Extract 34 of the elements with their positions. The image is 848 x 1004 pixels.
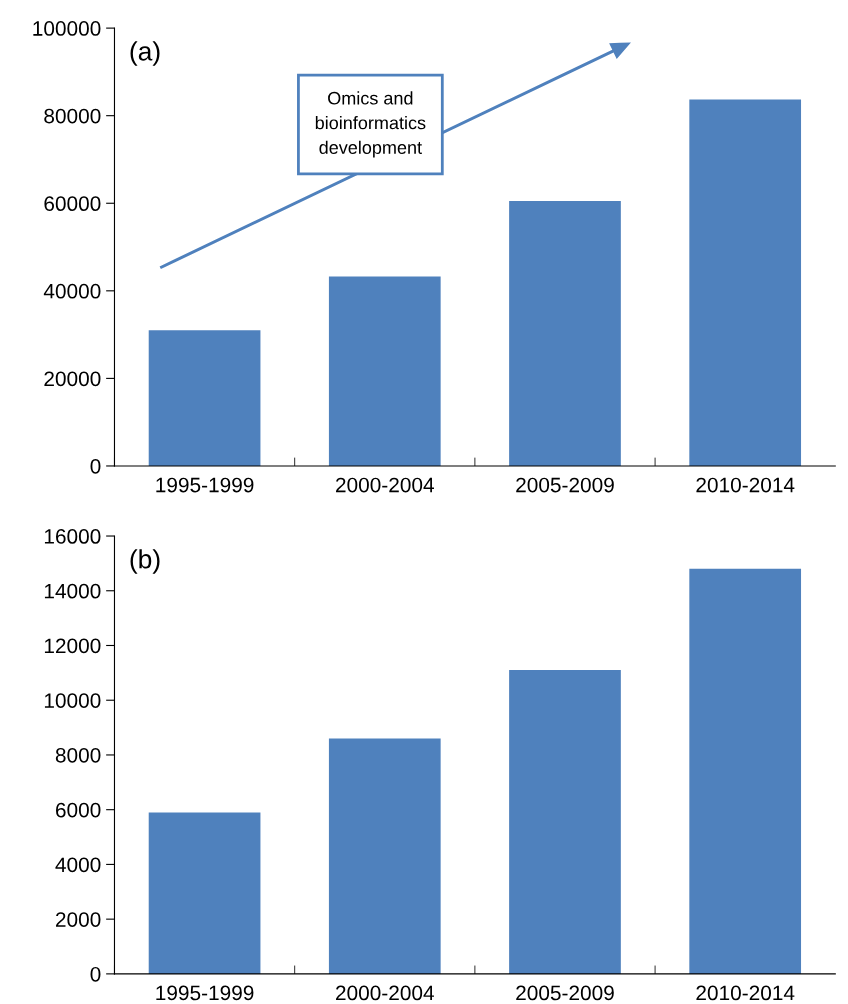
x-tick-label: 1995-1999 <box>156 477 254 493</box>
bar <box>148 812 261 974</box>
bar <box>148 330 261 466</box>
y-tick-label: 20000 <box>44 371 101 387</box>
y-tick-label: 0 <box>90 966 101 982</box>
bar <box>328 738 441 974</box>
y-tick-label: 4000 <box>55 857 101 873</box>
bar <box>689 568 802 974</box>
y-tick-label: 6000 <box>56 802 101 818</box>
bar <box>328 276 441 466</box>
y-tick-label: 80000 <box>44 108 101 124</box>
annotation: Omics and bioinformatics development <box>315 91 426 158</box>
x-tick-label: 2005-2009 <box>516 985 614 1001</box>
x-tick-label: 2010-2014 <box>696 477 795 493</box>
x-tick-label: 2000-2004 <box>336 985 434 1001</box>
y-tick-label: 100000 <box>33 21 101 36</box>
y-tick-label: 12000 <box>44 638 101 654</box>
bar <box>509 201 621 466</box>
y-tick-label: 14000 <box>44 583 101 599</box>
bar <box>509 670 621 974</box>
x-tick-label: 2005-2009 <box>516 477 614 493</box>
x-tick-label: 1995-1999 <box>156 985 254 1001</box>
y-tick-label: 0 <box>90 458 101 474</box>
chart-title: (b) <box>130 549 160 574</box>
chart-title: (a) <box>130 41 160 66</box>
x-tick-label: 2000-2004 <box>336 477 434 493</box>
y-tick-label: 2000 <box>55 912 101 927</box>
y-tick-label: 16000 <box>44 529 101 544</box>
x-tick-label: 2010-2014 <box>696 985 795 1001</box>
bar <box>689 99 802 466</box>
y-tick-label: 8000 <box>55 747 101 763</box>
y-tick-label: 40000 <box>43 283 101 299</box>
y-tick-label: 60000 <box>44 196 101 212</box>
y-tick-label: 10000 <box>44 693 101 708</box>
